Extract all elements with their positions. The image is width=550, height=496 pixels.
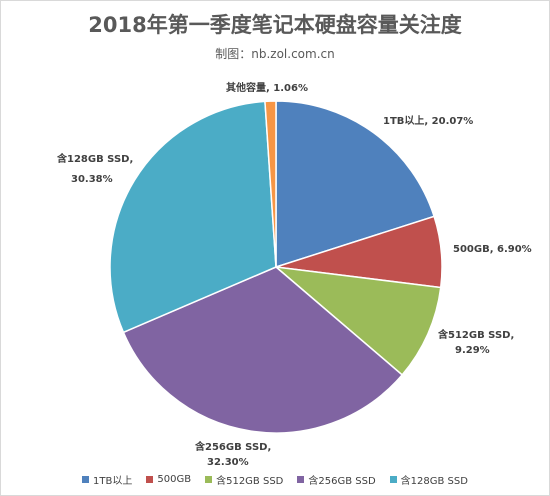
chart-subtitle: 制图：nb.zol.com.cn [215, 47, 335, 61]
legend-swatch [82, 476, 90, 483]
legend-item-500gb: 500GB [146, 472, 191, 487]
legend-item-128ssd: 含128GB SSD [389, 472, 468, 487]
label-256ssd-line2: 32.30% [207, 457, 249, 468]
legend-swatch [389, 476, 397, 483]
slice-512ssd [273, 265, 442, 376]
legend-label: 含256GB SSD [308, 476, 376, 487]
label-512ssd-line2: 9.29% [455, 345, 490, 356]
legend-label: 含512GB SSD [216, 476, 284, 487]
slice-256ssd [122, 266, 404, 434]
chart-title: 2018年第一季度笔记本硬盘容量关注度 [88, 13, 462, 37]
legend-item-1tb: 1TB以上 [82, 472, 132, 487]
label-128ssd-line2: 30.38% [71, 174, 113, 185]
legend-swatch [146, 476, 154, 483]
label-256ssd-line1: 含256GB SSD, [195, 440, 271, 453]
pie-chart: 1TB以上, 20.07% 500GB, 6.90% 含512GB SSD, 9… [57, 81, 532, 468]
label-1tb: 1TB以上, 20.07% [383, 114, 473, 127]
label-other: 其他容量, 1.06% [226, 81, 308, 94]
legend-label: 500GB [157, 474, 192, 485]
slice-other [264, 100, 277, 268]
slice-128ssd [109, 100, 277, 334]
legend-label: 1TB以上 [93, 476, 133, 487]
label-500gb: 500GB, 6.90% [453, 244, 532, 255]
label-128ssd-line1: 含128GB SSD, [57, 152, 133, 165]
legend-label: 含128GB SSD [400, 476, 468, 487]
legend-swatch [297, 476, 305, 483]
slice-1tb [275, 100, 436, 269]
legend-item-256ssd: 含256GB SSD [297, 472, 376, 487]
label-512ssd-line1: 含512GB SSD, [438, 328, 514, 341]
legend-item-512ssd: 含512GB SSD [205, 472, 283, 487]
chart-legend: 1TB以上 500GB 含512GB SSD 含256GB SSD 含128GB… [1, 472, 549, 487]
legend-swatch [205, 476, 213, 483]
